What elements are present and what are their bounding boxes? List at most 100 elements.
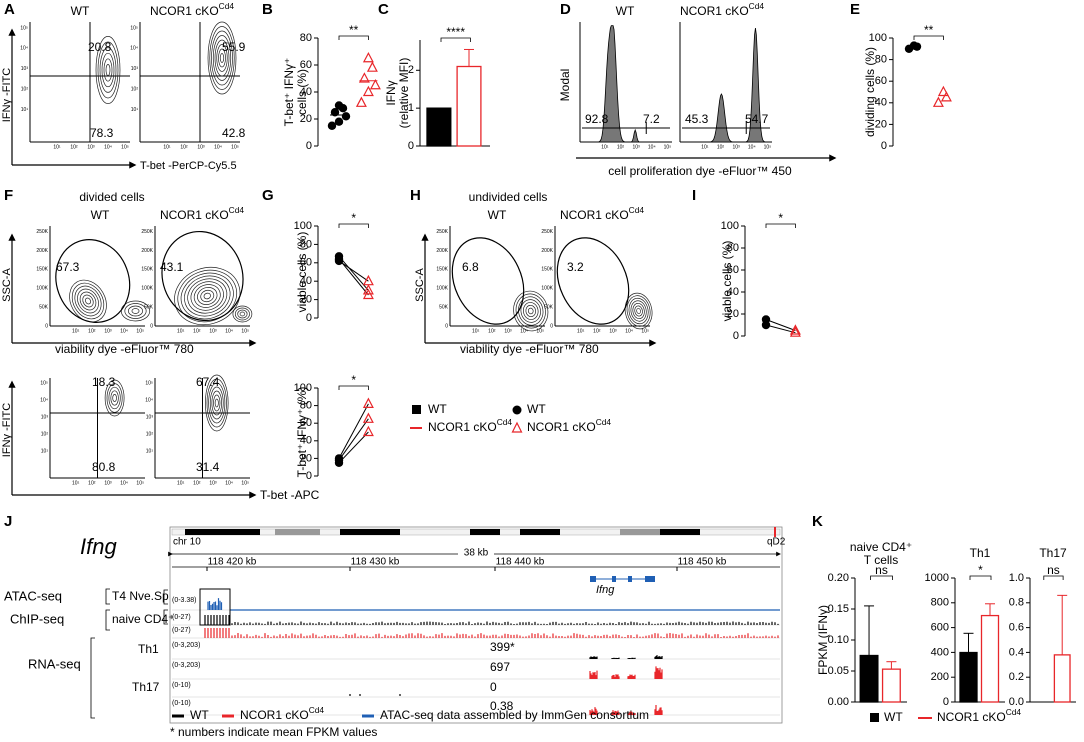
group-superscript: Cd4 bbox=[1006, 707, 1022, 717]
chromosome-band bbox=[340, 529, 400, 535]
bracket bbox=[105, 588, 110, 605]
chromosome-band bbox=[520, 529, 560, 535]
flow-tick-label: 10⁴ bbox=[120, 328, 128, 334]
flow-tick-label: 10² bbox=[21, 87, 29, 93]
significance-label: * bbox=[778, 211, 783, 225]
flow-tick-label: 10⁵ bbox=[20, 25, 28, 31]
contour bbox=[525, 304, 537, 318]
group-superscript: Cd4 bbox=[229, 205, 245, 215]
flow-tick-label: 10⁵ bbox=[136, 480, 144, 486]
group-label: WT bbox=[616, 4, 635, 18]
gene-title: Ifng bbox=[80, 534, 117, 559]
gate bbox=[556, 237, 630, 325]
gate-value: 6.8 bbox=[462, 260, 479, 274]
contour bbox=[124, 303, 147, 319]
histogram bbox=[580, 25, 672, 143]
footnote: * numbers indicate mean FPKM values bbox=[170, 725, 377, 739]
y-tick-label: 0 bbox=[306, 470, 312, 482]
axis-label: IFNγ -FITC bbox=[1, 403, 13, 457]
sample-label: naive CD4⁺ bbox=[112, 612, 174, 626]
y-tick-label: 20 bbox=[875, 118, 887, 130]
gate-value: 80.8 bbox=[92, 460, 116, 474]
flow-tick-label: 10⁵ bbox=[145, 380, 153, 386]
axis-label: IFNγ -FITC bbox=[1, 68, 13, 122]
scale-label-bg bbox=[458, 548, 494, 560]
flow-tick-label: 10⁴ bbox=[748, 144, 756, 150]
axis-label: T-bet⁺ IFNγ⁺ bbox=[282, 58, 296, 127]
y-tick-label: 20 bbox=[300, 294, 312, 306]
chromosome-band bbox=[185, 529, 260, 535]
group-label: NCOR1 cKOCd4 bbox=[560, 205, 644, 222]
contour bbox=[112, 394, 117, 402]
flow-tick-label: 0 bbox=[150, 323, 153, 329]
y-tick-label: 0.0 bbox=[1009, 696, 1024, 708]
contour bbox=[209, 386, 224, 420]
flow-tick-label: 0 bbox=[45, 323, 48, 329]
flow-tick-label: 10² bbox=[593, 328, 601, 334]
data-point bbox=[362, 425, 374, 437]
data-point bbox=[932, 96, 944, 107]
y-tick-label: 0 bbox=[881, 140, 887, 152]
significance-bracket bbox=[765, 223, 796, 228]
flow-tick-label: 10⁵ bbox=[241, 328, 249, 334]
axis-label: (relative MFI) bbox=[397, 58, 411, 129]
significance-bracket bbox=[913, 35, 944, 40]
bracket bbox=[105, 609, 110, 631]
flow-tick-label: 10⁵ bbox=[231, 144, 239, 150]
flow-tick-label: 250K bbox=[141, 229, 153, 235]
bar bbox=[980, 614, 1000, 703]
legend-label: WT bbox=[884, 710, 903, 724]
flow-tick-label: 10² bbox=[88, 328, 96, 334]
flow-tick-label: 10¹ bbox=[177, 480, 185, 486]
exon bbox=[628, 576, 632, 582]
flow-tick-label: 10³ bbox=[131, 66, 139, 72]
y-tick-label: 60 bbox=[300, 417, 312, 429]
pair-line bbox=[765, 319, 796, 331]
contour bbox=[131, 308, 140, 314]
gate-value: 20.8 bbox=[88, 40, 112, 54]
y-tick-label: 400 bbox=[931, 646, 949, 658]
axis-label: FPKM (IFNγ) bbox=[816, 605, 830, 675]
flow-tick-label: 250K bbox=[436, 229, 448, 235]
contour bbox=[97, 41, 119, 99]
significance-label: * bbox=[351, 211, 356, 225]
flow-tick-label: 50K bbox=[39, 304, 49, 310]
axis-label: viable cells (%) bbox=[720, 241, 734, 322]
significance-label: ** bbox=[924, 23, 934, 37]
chromosome-band bbox=[620, 529, 660, 535]
axis-label: viability dye -eFluor™ 780 bbox=[55, 342, 194, 356]
y-tick-label: 0.6 bbox=[1009, 622, 1024, 634]
flow-tick-label: 10⁵ bbox=[536, 328, 544, 334]
contour bbox=[218, 48, 226, 68]
gate bbox=[55, 239, 131, 323]
chart-title: Th1 bbox=[970, 546, 991, 560]
contour bbox=[211, 30, 233, 86]
legend-label: WT bbox=[190, 708, 209, 722]
flow-tick-label: 0 bbox=[550, 323, 553, 329]
ruler-label: 118 420 kb bbox=[208, 557, 257, 568]
chromosome-band bbox=[275, 529, 320, 535]
contour bbox=[104, 379, 125, 417]
flow-tick-label: 100K bbox=[141, 286, 153, 292]
contour bbox=[193, 284, 221, 308]
flow-tick-label: 10¹ bbox=[472, 328, 480, 334]
coverage bbox=[204, 628, 779, 638]
pair-line bbox=[338, 403, 369, 459]
flow-tick-label: 10³ bbox=[633, 144, 641, 150]
flow-tick-label: 10⁴ bbox=[225, 480, 233, 486]
panel-letter: K bbox=[812, 513, 823, 530]
panel-letter: H bbox=[410, 187, 421, 204]
flow-tick-label: 150K bbox=[436, 267, 448, 273]
axis-label: SSC-A bbox=[1, 268, 13, 302]
contour bbox=[523, 302, 539, 320]
contour bbox=[219, 53, 225, 63]
contour bbox=[71, 282, 105, 320]
significance-bracket bbox=[870, 575, 893, 580]
axis-label: cells (%) bbox=[295, 69, 309, 115]
contour bbox=[232, 305, 253, 323]
flow-tick-label: 10³ bbox=[609, 328, 617, 334]
flow-tick-label: 0 bbox=[445, 323, 448, 329]
flow-tick-label: 10⁵ bbox=[641, 328, 649, 334]
panel-letter: D bbox=[560, 1, 571, 18]
group-name: NCOR1 cKO bbox=[150, 4, 219, 18]
